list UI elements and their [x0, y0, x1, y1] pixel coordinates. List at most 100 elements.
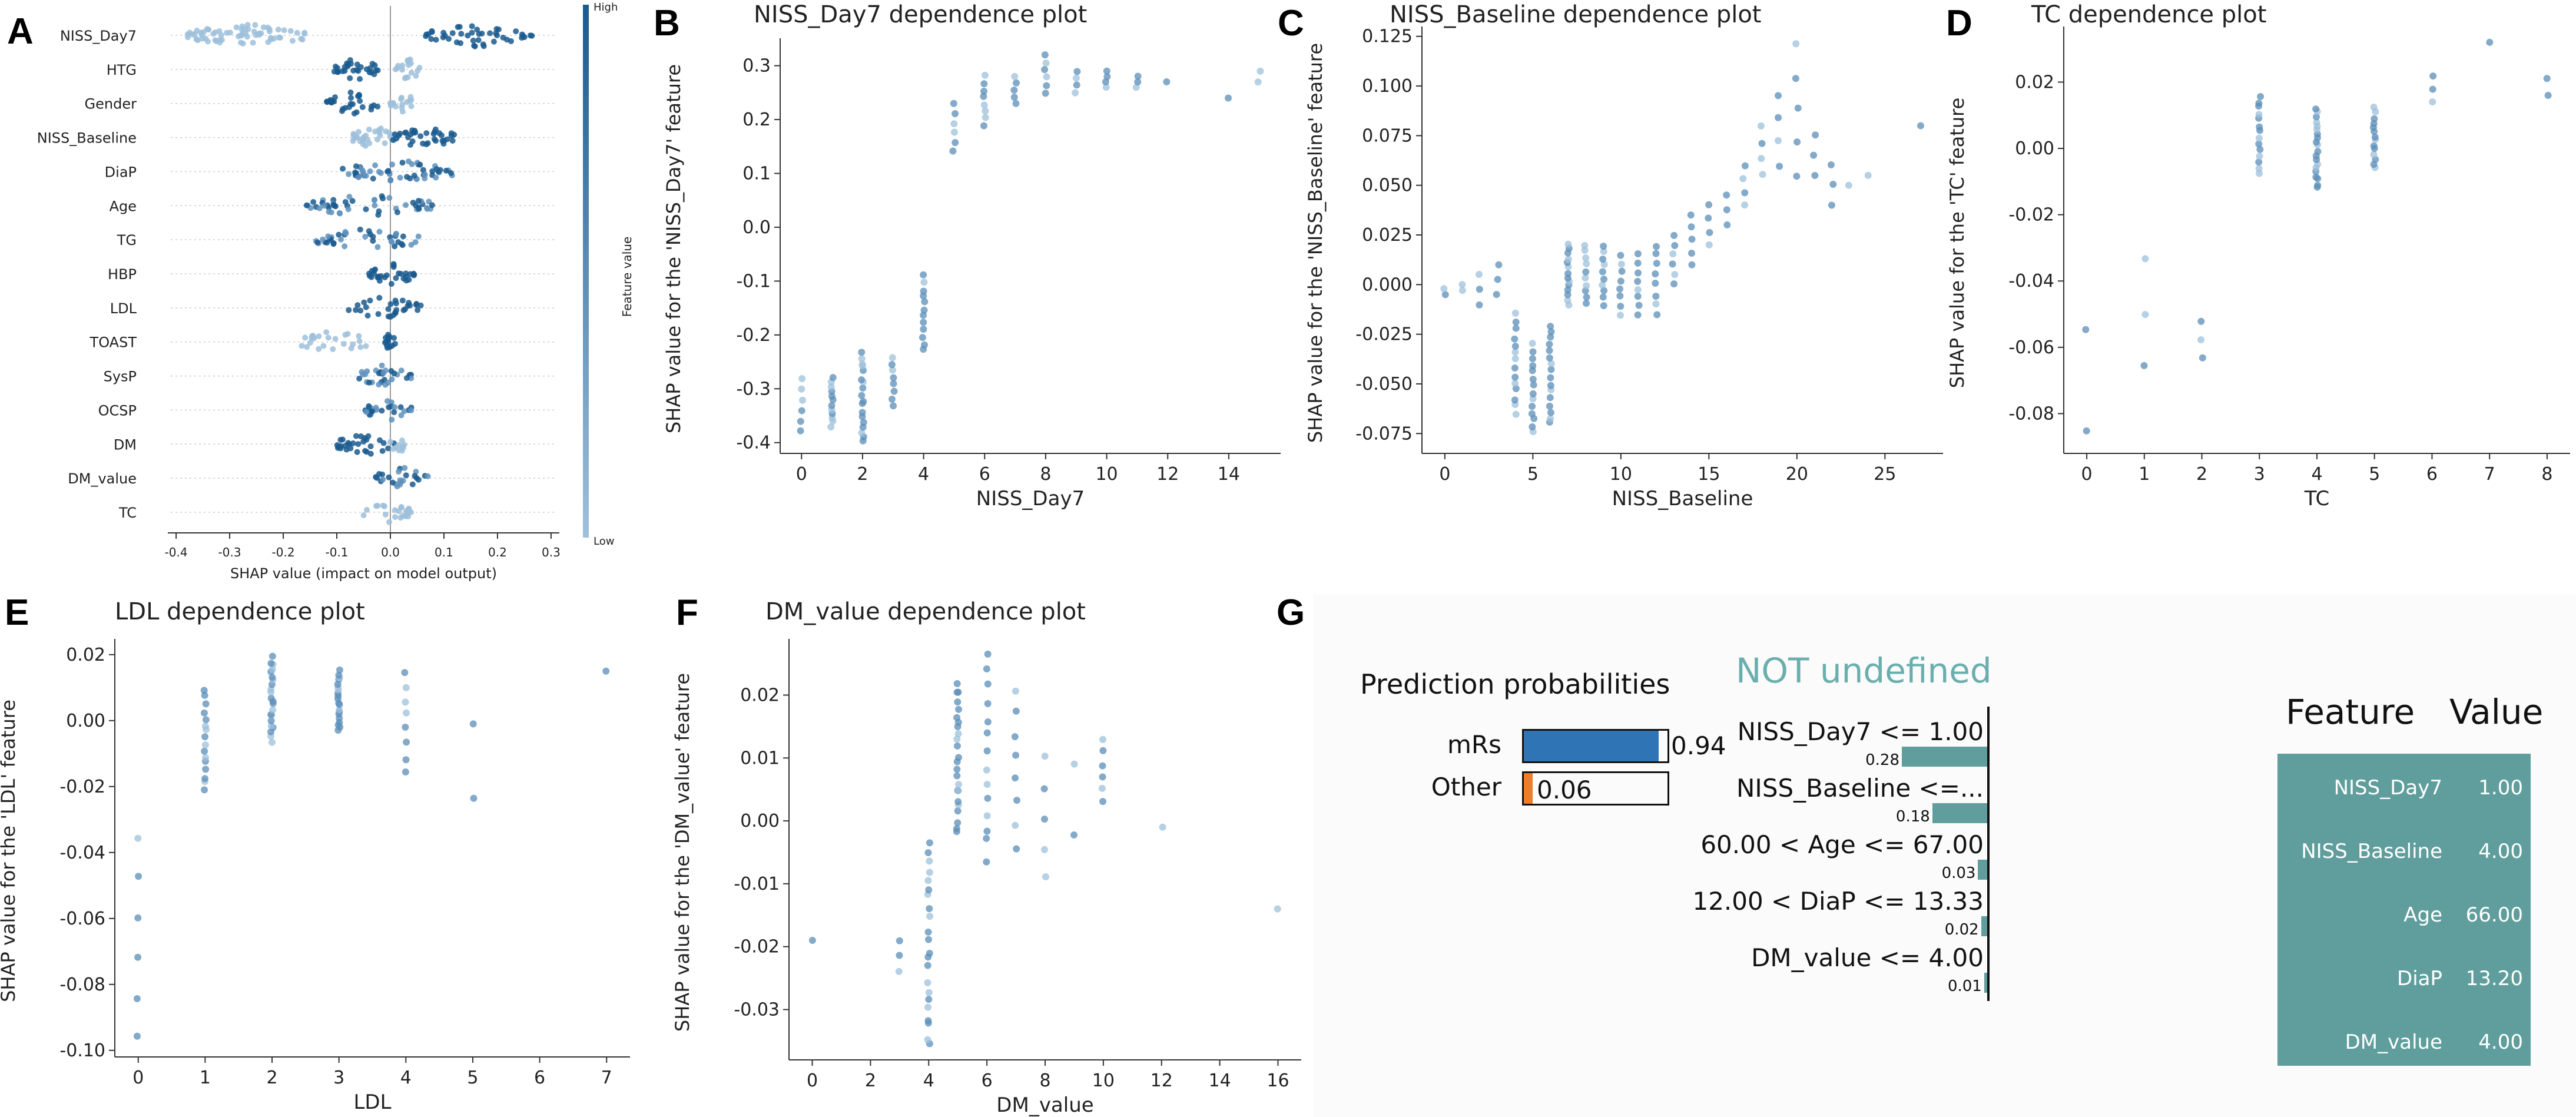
- shap-point: [294, 29, 300, 36]
- data-point-c: [1529, 340, 1536, 347]
- shap-point: [385, 445, 392, 452]
- shap-point: [451, 131, 457, 138]
- data-point-e: [402, 709, 410, 717]
- data-point-c: [1476, 286, 1483, 293]
- shap-point: [251, 28, 257, 35]
- data-point-d: [2429, 98, 2436, 106]
- data-point-c: [1917, 122, 1924, 130]
- data-point-e: [402, 756, 410, 764]
- data-point-c: [1741, 201, 1749, 209]
- shap-point: [401, 408, 407, 415]
- shap-point: [330, 346, 336, 353]
- x-tick-label-a: -0.1: [325, 545, 348, 559]
- shap-point: [400, 445, 406, 451]
- data-point-c: [1775, 92, 1782, 100]
- data-point-f: [983, 858, 990, 866]
- x-tick-label-d: 5: [2369, 464, 2380, 485]
- y-tick-label-e: -0.02: [59, 777, 105, 797]
- data-point-b: [798, 385, 805, 393]
- x-tick-label-b: 10: [1095, 464, 1118, 485]
- data-point-d: [2370, 142, 2378, 150]
- y-tick-label-c: 0.000: [1362, 274, 1413, 295]
- feature-label: TC: [118, 505, 137, 521]
- data-point-b: [1042, 90, 1049, 97]
- data-point-b: [1072, 89, 1079, 97]
- feature-table-name: NISS_Baseline: [2301, 840, 2442, 863]
- shap-point: [420, 167, 426, 173]
- shap-point: [360, 134, 367, 140]
- y-tick-label-f: 0.00: [740, 811, 780, 831]
- prob-label-mrs: mRs: [1447, 730, 1501, 759]
- shap-point: [417, 302, 424, 309]
- feature-table-name: DM_value: [2345, 1030, 2442, 1054]
- shap-point: [287, 28, 294, 34]
- shap-point: [400, 276, 407, 282]
- chart-title-b: NISS_Day7 dependence plot: [754, 1, 1087, 28]
- data-point-c: [1688, 236, 1696, 243]
- shap-point: [433, 166, 440, 173]
- shap-point: [388, 238, 394, 244]
- data-point-f: [1011, 733, 1019, 741]
- shap-point: [458, 31, 465, 37]
- lime-weight-value: 0.28: [1865, 751, 1899, 769]
- shap-point: [345, 206, 352, 213]
- shap-point: [389, 343, 396, 349]
- data-point-d: [2256, 145, 2264, 153]
- shap-point: [408, 241, 415, 248]
- data-point-f: [983, 827, 991, 835]
- feature-label: TOAST: [89, 334, 137, 351]
- data-point-c: [1757, 122, 1765, 130]
- y-tick-label-d: -0.06: [2008, 337, 2054, 358]
- data-point-e: [268, 738, 276, 746]
- data-point-c: [1706, 228, 1713, 236]
- shap-point: [302, 334, 309, 341]
- data-point-c: [1616, 292, 1624, 300]
- shap-point: [410, 270, 417, 277]
- data-point-e: [402, 698, 409, 706]
- shap-point: [386, 334, 393, 340]
- data-point-b: [1134, 72, 1142, 80]
- shap-point: [366, 379, 372, 386]
- data-point-f: [926, 869, 933, 876]
- shap-point: [469, 23, 475, 29]
- x-tick-label-d: 1: [2139, 464, 2150, 485]
- data-point-c: [1458, 281, 1466, 289]
- data-point-b: [858, 355, 866, 363]
- data-point-b: [952, 110, 959, 118]
- data-point-c: [1441, 291, 1449, 299]
- shap-point: [310, 199, 317, 205]
- data-point-c: [1793, 173, 1801, 180]
- feature-label: SysP: [104, 369, 137, 385]
- data-point-f: [1012, 707, 1020, 715]
- data-point-d: [2544, 91, 2552, 99]
- x-tick-label-a: 0.1: [435, 545, 453, 559]
- data-point-c: [1653, 243, 1660, 250]
- data-point-b: [890, 374, 897, 382]
- x-tick-label-b: 8: [1040, 464, 1051, 485]
- x-tick-label-b: 12: [1156, 464, 1179, 485]
- data-point-b: [950, 100, 957, 107]
- shap-point: [406, 57, 412, 63]
- shap-point: [212, 37, 218, 44]
- data-point-d: [2199, 354, 2206, 362]
- chart-title-f: DM_value dependence plot: [765, 598, 1086, 625]
- shap-point: [399, 104, 405, 111]
- data-point-b: [1134, 78, 1142, 86]
- data-point-c: [1652, 250, 1660, 257]
- shap-point: [431, 136, 437, 142]
- lime-condition-label: DM_value <= 4.00: [1751, 943, 1984, 972]
- data-point-f: [1012, 821, 1019, 829]
- shap-point: [240, 40, 246, 47]
- shap-point: [364, 313, 371, 319]
- x-tick-label-c: 0: [1439, 464, 1450, 485]
- shap-point: [449, 30, 456, 37]
- data-point-f: [924, 1036, 931, 1043]
- x-axis-label-f: DM_value: [996, 1093, 1093, 1117]
- shap-point: [384, 398, 390, 405]
- data-point-d: [2140, 362, 2148, 369]
- feature-label: DM: [114, 436, 137, 453]
- data-point-b: [980, 122, 987, 130]
- data-point-c: [1440, 285, 1448, 293]
- x-tick-label-c: 5: [1527, 464, 1539, 485]
- data-point-e: [202, 765, 210, 773]
